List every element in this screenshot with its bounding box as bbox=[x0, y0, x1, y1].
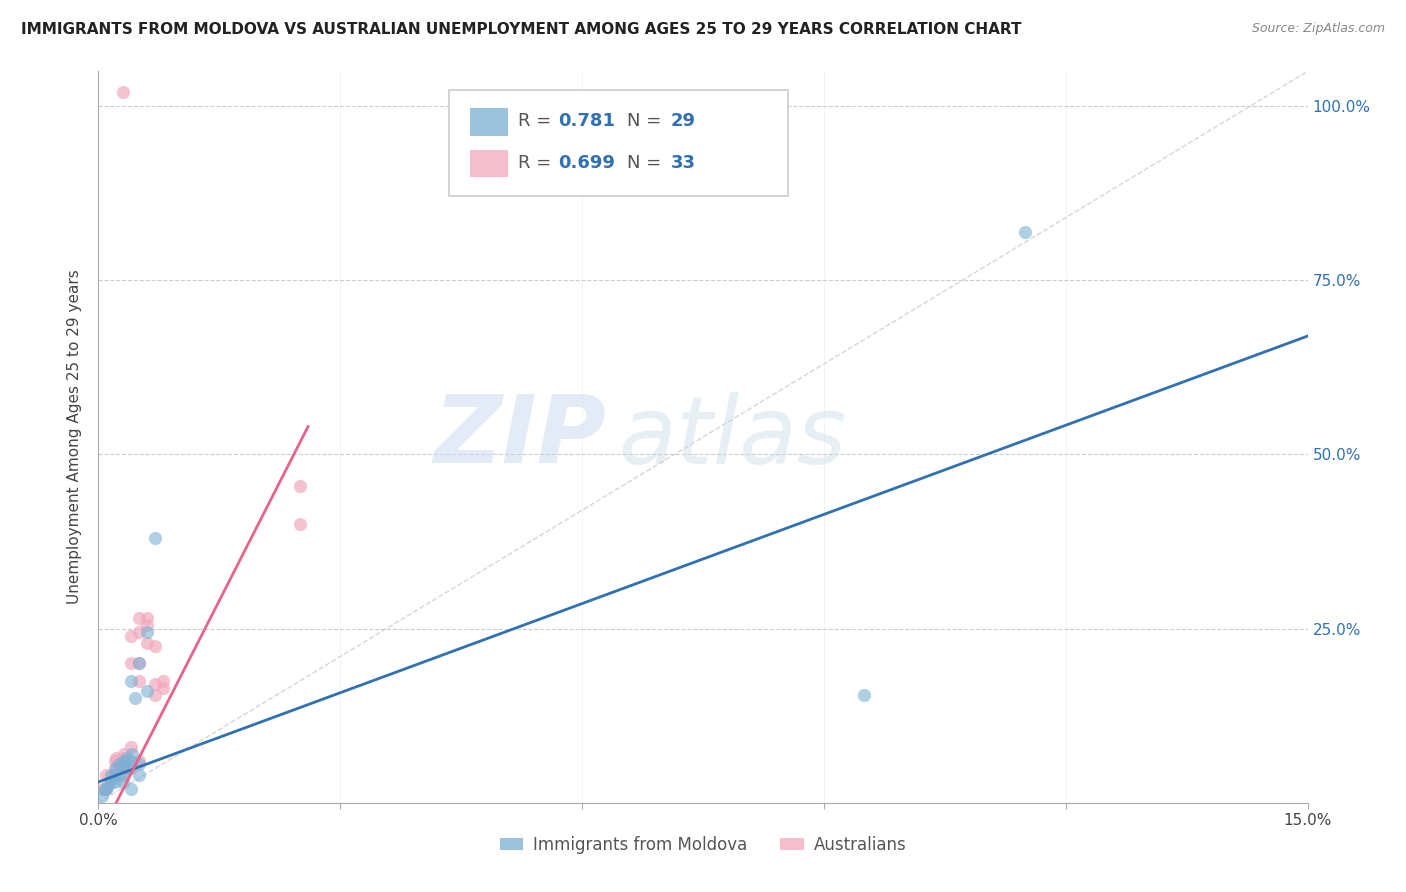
Text: N =: N = bbox=[627, 112, 666, 130]
Point bbox=[128, 657, 150, 671]
Point bbox=[111, 761, 134, 775]
Text: 29: 29 bbox=[671, 112, 696, 130]
Point bbox=[91, 789, 114, 803]
Point bbox=[111, 85, 134, 99]
Text: R =: R = bbox=[517, 153, 557, 172]
Point bbox=[111, 768, 134, 782]
Point bbox=[112, 754, 135, 768]
Point bbox=[115, 750, 138, 764]
Point bbox=[91, 781, 114, 796]
FancyBboxPatch shape bbox=[449, 90, 787, 195]
Point bbox=[135, 625, 157, 640]
Point bbox=[103, 775, 125, 789]
Point bbox=[120, 629, 142, 643]
Point bbox=[1014, 225, 1036, 239]
Text: 33: 33 bbox=[671, 153, 696, 172]
Point bbox=[152, 681, 174, 695]
Point bbox=[107, 757, 129, 772]
Point bbox=[96, 781, 118, 796]
Point bbox=[143, 531, 166, 545]
Point bbox=[135, 684, 157, 698]
Point bbox=[120, 781, 142, 796]
Text: R =: R = bbox=[517, 112, 557, 130]
Point bbox=[111, 775, 134, 789]
Point bbox=[121, 747, 143, 761]
Point bbox=[124, 691, 146, 706]
Point bbox=[111, 768, 134, 782]
Point bbox=[128, 768, 150, 782]
Point bbox=[128, 657, 150, 671]
Point bbox=[96, 781, 118, 796]
Point bbox=[143, 639, 166, 653]
Point bbox=[103, 768, 125, 782]
Point bbox=[96, 768, 118, 782]
Point bbox=[120, 754, 142, 768]
Text: Source: ZipAtlas.com: Source: ZipAtlas.com bbox=[1251, 22, 1385, 36]
Point bbox=[288, 479, 311, 493]
Point bbox=[152, 673, 174, 688]
Point bbox=[120, 761, 142, 775]
Point bbox=[120, 673, 142, 688]
Point bbox=[97, 778, 120, 792]
Y-axis label: Unemployment Among Ages 25 to 29 years: Unemployment Among Ages 25 to 29 years bbox=[67, 269, 83, 605]
Point bbox=[111, 754, 134, 768]
Text: 0.781: 0.781 bbox=[558, 112, 614, 130]
Text: N =: N = bbox=[627, 153, 666, 172]
Text: atlas: atlas bbox=[619, 392, 846, 483]
Point bbox=[128, 757, 150, 772]
Point bbox=[94, 781, 117, 796]
Point bbox=[128, 625, 150, 640]
Point bbox=[111, 750, 134, 764]
FancyBboxPatch shape bbox=[470, 150, 509, 178]
Point bbox=[128, 611, 150, 625]
Point bbox=[100, 768, 122, 782]
Point bbox=[143, 688, 166, 702]
Point bbox=[105, 750, 128, 764]
Text: IMMIGRANTS FROM MOLDOVA VS AUSTRALIAN UNEMPLOYMENT AMONG AGES 25 TO 29 YEARS COR: IMMIGRANTS FROM MOLDOVA VS AUSTRALIAN UN… bbox=[21, 22, 1022, 37]
Point bbox=[103, 754, 125, 768]
Point bbox=[143, 677, 166, 691]
Point bbox=[135, 635, 157, 649]
Point bbox=[100, 772, 122, 786]
Point bbox=[103, 761, 125, 775]
Legend: Immigrants from Moldova, Australians: Immigrants from Moldova, Australians bbox=[494, 829, 912, 860]
Point bbox=[288, 517, 311, 532]
Point bbox=[100, 775, 122, 789]
Point bbox=[120, 740, 142, 755]
Text: ZIP: ZIP bbox=[433, 391, 606, 483]
Text: 0.699: 0.699 bbox=[558, 153, 614, 172]
Point bbox=[128, 754, 150, 768]
Point bbox=[853, 688, 876, 702]
Point bbox=[118, 761, 141, 775]
Point bbox=[103, 768, 125, 782]
Point bbox=[128, 673, 150, 688]
Point bbox=[120, 657, 142, 671]
Point bbox=[105, 761, 128, 775]
Point bbox=[112, 747, 135, 761]
Point bbox=[135, 611, 157, 625]
FancyBboxPatch shape bbox=[470, 108, 509, 136]
Point bbox=[135, 618, 157, 632]
Point bbox=[111, 761, 134, 775]
